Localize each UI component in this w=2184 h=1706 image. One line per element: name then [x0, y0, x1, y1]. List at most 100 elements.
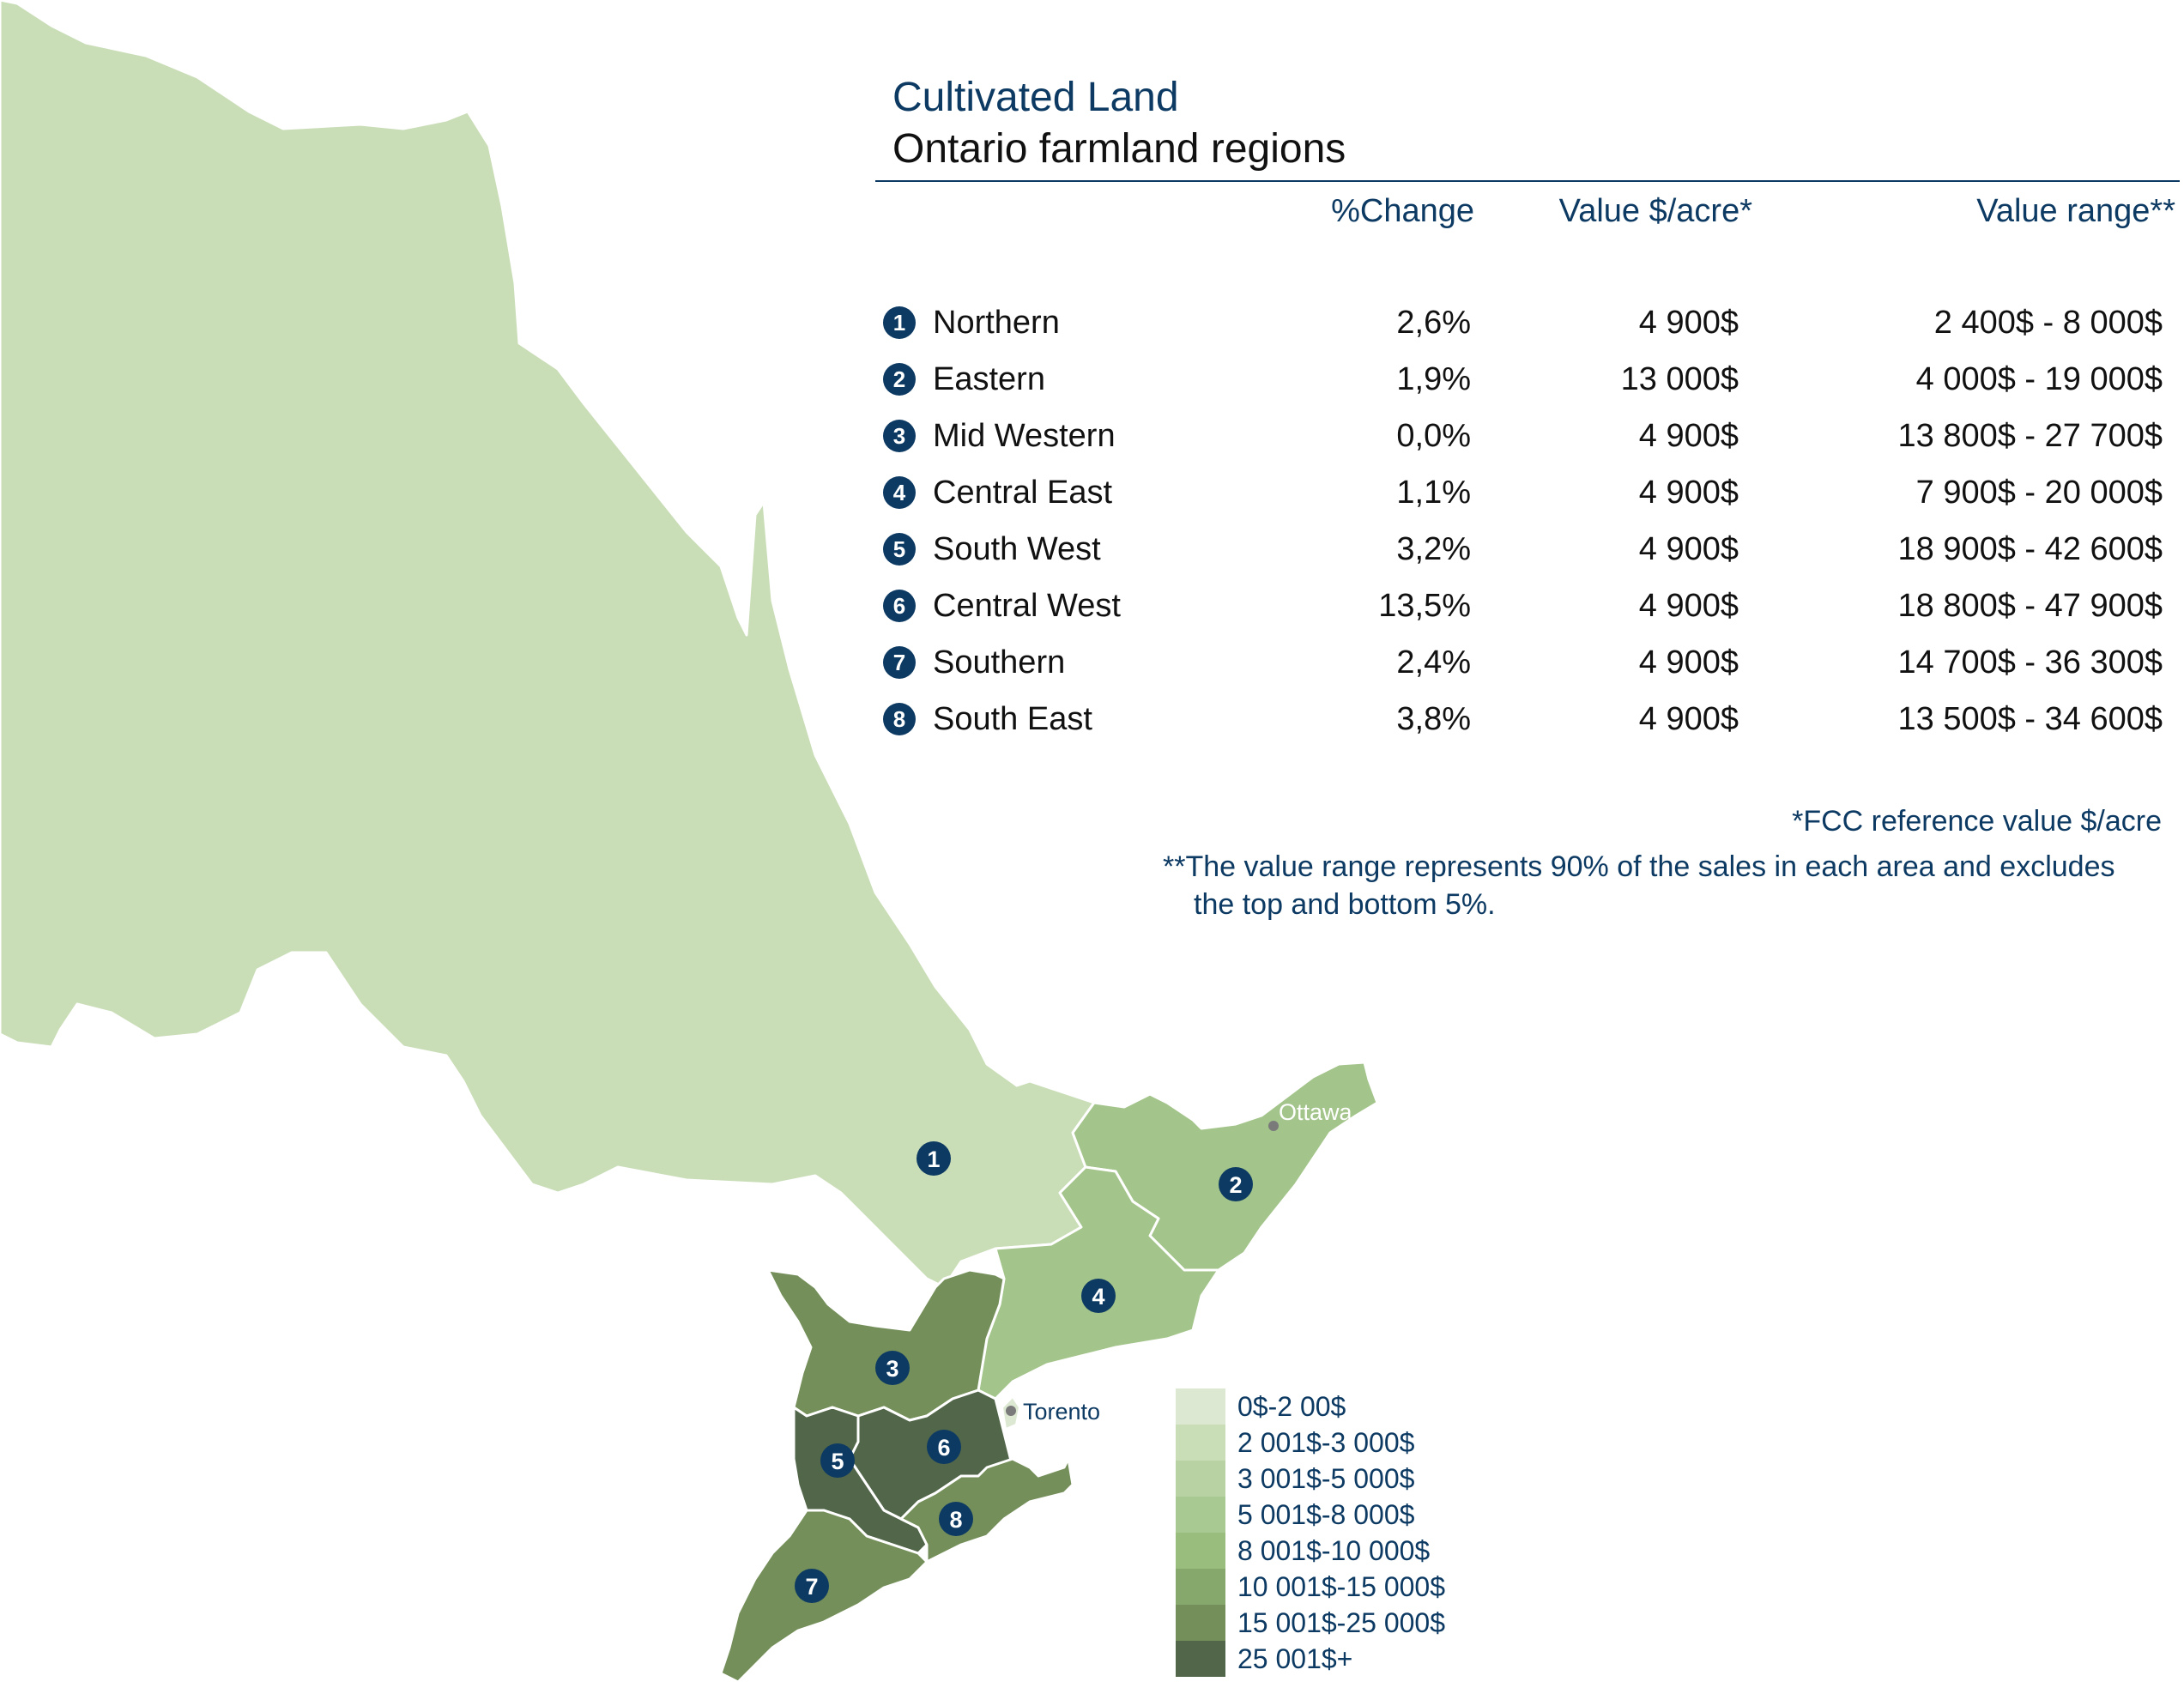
region-table: 1 Northern 2,6% 4 900$ 2 400$ - 8 000$ 2…: [880, 300, 2163, 753]
column-header-value: Value $/acre*: [1558, 193, 1752, 229]
region-value: 4 900$: [1638, 701, 1739, 737]
region-value: 4 900$: [1638, 418, 1739, 454]
svg-text:8: 8: [949, 1507, 962, 1533]
range-footnote-lead: **The value range represents 90% of the …: [1163, 850, 2115, 883]
marker-3: 3: [875, 1351, 910, 1385]
region-value: 4 900$: [1638, 305, 1739, 341]
region-range: 14 700$ - 36 300$: [1897, 644, 2163, 681]
region-number-badge: 8: [883, 703, 916, 735]
region-value: 4 900$: [1638, 531, 1739, 567]
legend-label: 10 001$-15 000$: [1237, 1571, 1445, 1602]
region-range: 18 900$ - 42 600$: [1897, 531, 2163, 567]
region-change: 3,8%: [1396, 701, 1471, 737]
region-number-badge: 4: [883, 476, 916, 509]
marker-7: 7: [795, 1569, 829, 1603]
svg-text:6: 6: [937, 1435, 950, 1461]
fcc-footnote: *FCC reference value $/acre: [1792, 805, 2162, 838]
legend-label: 3 001$-5 000$: [1237, 1463, 1415, 1494]
region-name: Southern: [933, 644, 1066, 681]
marker-5: 5: [820, 1443, 855, 1478]
legend-swatch: [1176, 1533, 1225, 1569]
legend-swatch: [1176, 1497, 1225, 1533]
region-change: 2,4%: [1396, 644, 1471, 681]
region-range: 4 000$ - 19 000$: [1915, 361, 2163, 397]
region-name: South West: [933, 531, 1101, 567]
region-name: South East: [933, 701, 1092, 737]
table-row: 8 South East 3,8% 4 900$ 13 500$ - 34 60…: [880, 697, 2163, 753]
region-change: 0,0%: [1396, 418, 1471, 454]
region-number-badge: 1: [883, 306, 916, 339]
region-south-east: [899, 1457, 1074, 1564]
range-footnote: **The value range represents 90% of the …: [1163, 848, 2184, 923]
region-value: 13 000$: [1620, 361, 1739, 397]
region-name: Eastern: [933, 361, 1045, 397]
region-change: 3,2%: [1396, 531, 1471, 567]
column-header-change: %Change: [1331, 193, 1474, 229]
region-range: 13 800$ - 27 700$: [1897, 418, 2163, 454]
page-title: Cultivated Land: [892, 75, 1179, 120]
svg-text:7: 7: [805, 1574, 818, 1600]
region-range: 2 400$ - 8 000$: [1933, 305, 2163, 341]
region-number-badge: 7: [883, 646, 916, 679]
region-name: Mid Western: [933, 418, 1116, 454]
toronto-dot: [1006, 1406, 1016, 1416]
region-mid-western: [766, 1268, 1006, 1422]
title-block: Cultivated Land Ontario farmland regions: [892, 72, 1346, 175]
column-header-range: Value range**: [1976, 193, 2175, 229]
region-value: 4 900$: [1638, 475, 1739, 511]
legend-label: 25 001$+: [1237, 1643, 1353, 1674]
svg-text:4: 4: [1092, 1284, 1104, 1310]
header-rule: [875, 180, 2180, 182]
marker-6: 6: [927, 1430, 961, 1464]
svg-text:3: 3: [886, 1356, 898, 1382]
legend-swatch: [1176, 1569, 1225, 1605]
region-range: 13 500$ - 34 600$: [1897, 701, 2163, 737]
region-name: Northern: [933, 305, 1060, 341]
region-number-badge: 6: [883, 590, 916, 622]
legend-label: 2 001$-3 000$: [1237, 1427, 1415, 1458]
table-row: 5 South West 3,2% 4 900$ 18 900$ - 42 60…: [880, 527, 2163, 584]
region-change: 1,1%: [1396, 475, 1471, 511]
region-number-badge: 5: [883, 533, 916, 566]
table-row: 6 Central West 13,5% 4 900$ 18 800$ - 47…: [880, 584, 2163, 640]
marker-1: 1: [917, 1141, 951, 1176]
region-number-badge: 3: [883, 420, 916, 452]
range-footnote-rest: the top and bottom 5%.: [1194, 888, 1496, 921]
marker-2: 2: [1219, 1167, 1253, 1201]
region-range: 18 800$ - 47 900$: [1897, 588, 2163, 624]
legend-swatch: [1176, 1461, 1225, 1497]
region-name: Central West: [933, 588, 1121, 624]
marker-4: 4: [1081, 1279, 1116, 1313]
region-value: 4 900$: [1638, 644, 1739, 681]
legend-swatch: [1176, 1425, 1225, 1461]
page-subtitle: Ontario farmland regions: [892, 126, 1346, 172]
ottawa-label: Ottawa: [1279, 1099, 1353, 1125]
table-row: 7 Southern 2,4% 4 900$ 14 700$ - 36 300$: [880, 640, 2163, 697]
svg-text:2: 2: [1229, 1172, 1242, 1198]
region-range: 7 900$ - 20 000$: [1915, 475, 2163, 511]
region-northern: [0, 0, 1096, 1289]
region-change: 1,9%: [1396, 361, 1471, 397]
marker-8: 8: [939, 1502, 973, 1536]
legend-swatch: [1176, 1641, 1225, 1677]
region-value: 4 900$: [1638, 588, 1739, 624]
region-number-badge: 2: [883, 363, 916, 396]
table-row: 4 Central East 1,1% 4 900$ 7 900$ - 20 0…: [880, 470, 2163, 527]
legend-label: 8 001$-10 000$: [1237, 1535, 1431, 1566]
svg-text:5: 5: [831, 1449, 844, 1474]
table-row: 1 Northern 2,6% 4 900$ 2 400$ - 8 000$: [880, 300, 2163, 357]
toronto-label: Torento: [1023, 1399, 1100, 1425]
ottawa-dot: [1268, 1121, 1279, 1131]
region-name: Central East: [933, 475, 1113, 511]
region-change: 13,5%: [1378, 588, 1471, 624]
legend-swatch: [1176, 1388, 1225, 1425]
legend-swatch: [1176, 1605, 1225, 1641]
legend-label: 15 001$-25 000$: [1237, 1607, 1445, 1638]
region-change: 2,6%: [1396, 305, 1471, 341]
table-row: 3 Mid Western 0,0% 4 900$ 13 800$ - 27 7…: [880, 414, 2163, 470]
legend-label: 5 001$-8 000$: [1237, 1499, 1415, 1530]
svg-text:1: 1: [927, 1146, 940, 1172]
table-row: 2 Eastern 1,9% 13 000$ 4 000$ - 19 000$: [880, 357, 2163, 414]
legend-label: 0$-2 00$: [1237, 1391, 1346, 1422]
